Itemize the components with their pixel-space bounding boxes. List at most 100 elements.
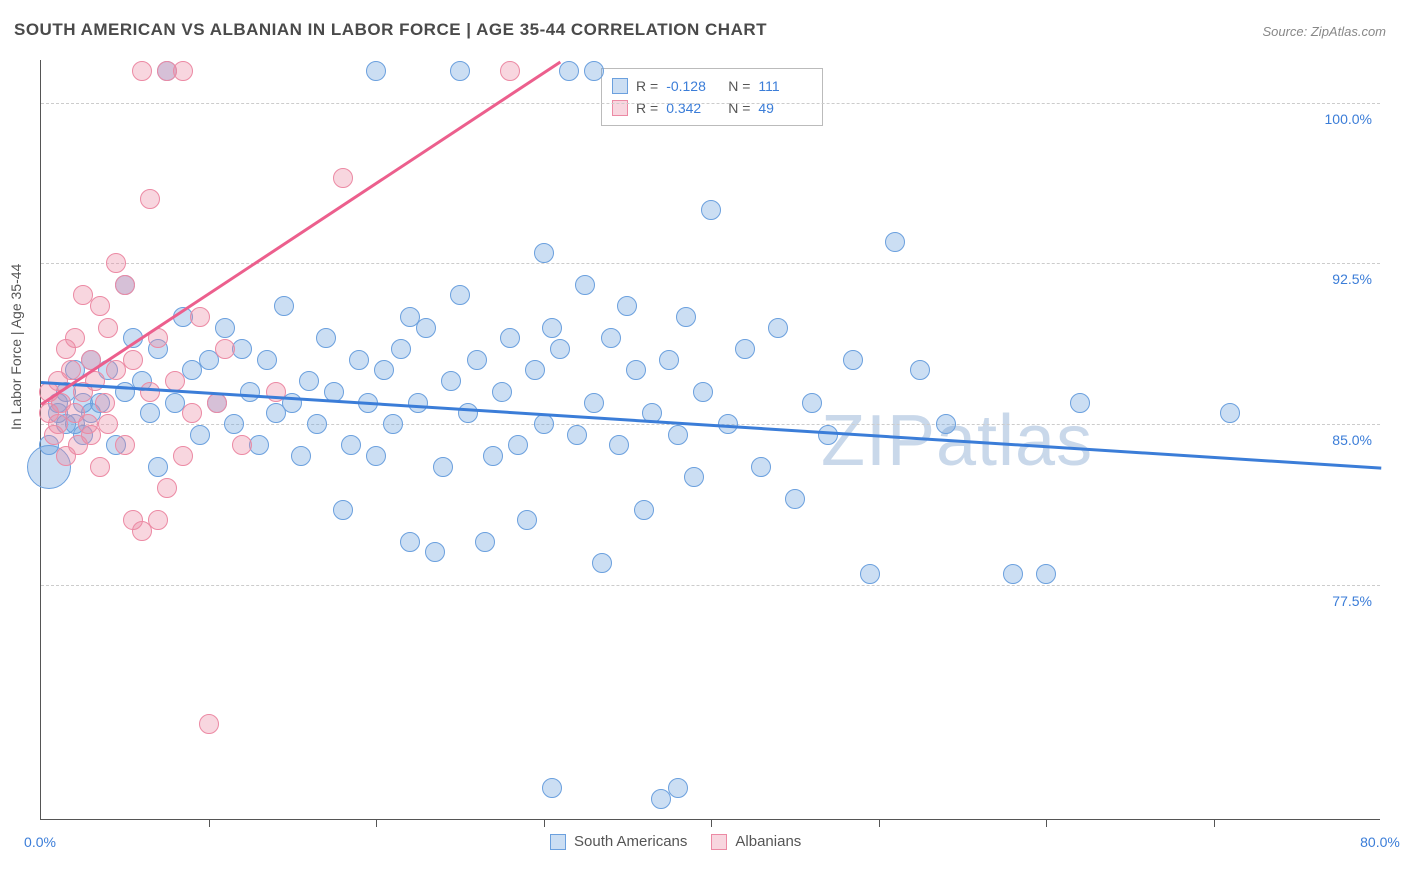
- y-tick-label: 77.5%: [1332, 593, 1372, 609]
- data-point: [567, 425, 587, 445]
- data-point: [936, 414, 956, 434]
- x-tick-mark: [376, 819, 377, 827]
- data-point: [751, 457, 771, 477]
- data-point: [910, 360, 930, 380]
- scatter-plot-area: ZIPatlas R =-0.128N =111R =0.342N =49 77…: [40, 60, 1380, 820]
- data-point: [416, 318, 436, 338]
- data-point: [668, 778, 688, 798]
- data-point: [1070, 393, 1090, 413]
- data-point: [333, 168, 353, 188]
- data-point: [199, 714, 219, 734]
- stat-label: R =: [636, 97, 658, 119]
- data-point: [140, 189, 160, 209]
- data-point: [626, 360, 646, 380]
- legend-swatch: [612, 78, 628, 94]
- data-point: [1220, 403, 1240, 423]
- data-point: [508, 435, 528, 455]
- stat-label: N =: [728, 97, 750, 119]
- correlation-stats-box: R =-0.128N =111R =0.342N =49: [601, 68, 823, 126]
- data-point: [517, 510, 537, 530]
- data-point: [240, 382, 260, 402]
- data-point: [885, 232, 905, 252]
- data-point: [132, 61, 152, 81]
- data-point: [140, 382, 160, 402]
- data-point: [383, 414, 403, 434]
- x-tick-mark: [1046, 819, 1047, 827]
- data-point: [207, 393, 227, 413]
- data-point: [400, 532, 420, 552]
- data-point: [148, 510, 168, 530]
- data-point: [433, 457, 453, 477]
- data-point: [274, 296, 294, 316]
- data-point: [860, 564, 880, 584]
- data-point: [592, 553, 612, 573]
- data-point: [500, 61, 520, 81]
- x-tick-label: 0.0%: [24, 834, 56, 850]
- data-point: [349, 350, 369, 370]
- data-point: [542, 318, 562, 338]
- stat-n-value: 111: [758, 75, 812, 97]
- data-point: [534, 414, 554, 434]
- data-point: [157, 478, 177, 498]
- data-point: [140, 403, 160, 423]
- legend-swatch: [550, 834, 566, 850]
- data-point: [374, 360, 394, 380]
- data-point: [1036, 564, 1056, 584]
- data-point: [492, 382, 512, 402]
- stat-label: N =: [728, 75, 750, 97]
- data-point: [584, 61, 604, 81]
- stat-n-value: 49: [758, 97, 812, 119]
- data-point: [316, 328, 336, 348]
- data-point: [148, 457, 168, 477]
- data-point: [123, 350, 143, 370]
- data-point: [257, 350, 277, 370]
- y-axis-label: In Labor Force | Age 35-44: [8, 264, 24, 430]
- data-point: [182, 403, 202, 423]
- chart-title: SOUTH AMERICAN VS ALBANIAN IN LABOR FORC…: [14, 20, 767, 40]
- data-point: [341, 435, 361, 455]
- data-point: [559, 61, 579, 81]
- gridline-horizontal: [41, 585, 1380, 586]
- data-point: [458, 403, 478, 423]
- data-point: [601, 328, 621, 348]
- data-point: [500, 328, 520, 348]
- x-tick-mark: [879, 819, 880, 827]
- legend-item: Albanians: [711, 833, 801, 850]
- x-tick-label: 80.0%: [1360, 834, 1400, 850]
- data-point: [450, 285, 470, 305]
- data-point: [450, 61, 470, 81]
- x-tick-mark: [544, 819, 545, 827]
- data-point: [366, 61, 386, 81]
- data-point: [701, 200, 721, 220]
- data-point: [584, 393, 604, 413]
- data-point: [659, 350, 679, 370]
- y-tick-label: 85.0%: [1332, 432, 1372, 448]
- data-point: [542, 778, 562, 798]
- stats-row: R =0.342N =49: [612, 97, 812, 119]
- data-point: [90, 457, 110, 477]
- stat-r-value: -0.128: [666, 75, 720, 97]
- data-point: [668, 425, 688, 445]
- legend-label: South Americans: [574, 833, 687, 850]
- data-point: [693, 382, 713, 402]
- data-point: [676, 307, 696, 327]
- data-point: [215, 339, 235, 359]
- data-point: [333, 500, 353, 520]
- data-point: [115, 275, 135, 295]
- data-point: [90, 296, 110, 316]
- data-point: [467, 350, 487, 370]
- data-point: [634, 500, 654, 520]
- stats-row: R =-0.128N =111: [612, 75, 812, 97]
- data-point: [98, 414, 118, 434]
- data-point: [617, 296, 637, 316]
- source-attribution: Source: ZipAtlas.com: [1262, 24, 1386, 39]
- x-tick-mark: [209, 819, 210, 827]
- data-point: [425, 542, 445, 562]
- data-point: [366, 446, 386, 466]
- data-point: [525, 360, 545, 380]
- data-point: [1003, 564, 1023, 584]
- x-tick-mark: [1214, 819, 1215, 827]
- data-point: [190, 307, 210, 327]
- data-point: [818, 425, 838, 445]
- gridline-horizontal: [41, 103, 1380, 104]
